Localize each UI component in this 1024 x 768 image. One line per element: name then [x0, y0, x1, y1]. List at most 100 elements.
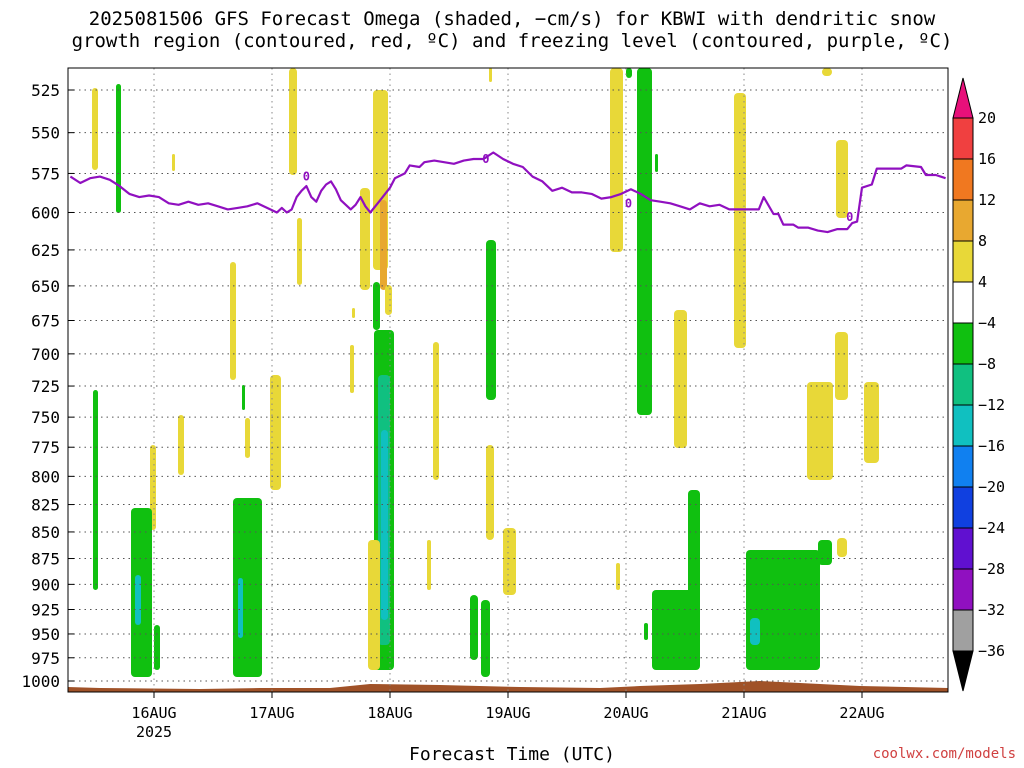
omega-cell: [837, 538, 847, 557]
omega-cell: [836, 140, 848, 218]
colorbar-top-arrow: [952, 77, 974, 119]
contour-label: 0: [482, 152, 489, 166]
y-tick-label: 575: [31, 164, 60, 183]
y-tick-label: 900: [31, 575, 60, 594]
colorbar-segment: [952, 322, 974, 365]
omega-cell: [503, 528, 516, 595]
omega-cell: [93, 390, 98, 590]
x-axis-label: Forecast Time (UTC): [409, 744, 615, 765]
omega-cell: [481, 600, 490, 677]
omega-cell: [154, 625, 160, 670]
omega-cell: [688, 490, 700, 612]
colorbar-segment: [952, 281, 974, 324]
omega-cell: [381, 430, 388, 620]
colorbar-tick-label: 12: [978, 191, 996, 209]
omega-cell: [486, 445, 494, 540]
y-tick-label: 750: [31, 408, 60, 427]
omega-cell: [652, 590, 700, 670]
colorbar-segment: [952, 527, 974, 570]
omega-cell: [297, 218, 302, 285]
y-tick-label: 525: [31, 81, 60, 100]
omega-cell: [489, 68, 492, 82]
omega-cell: [674, 310, 687, 448]
colorbar-segment: [952, 158, 974, 201]
omega-cell: [807, 382, 833, 480]
colorbar-tick-label: −4: [978, 314, 996, 332]
omega-cell: [746, 550, 820, 670]
omega-cell: [486, 240, 496, 400]
omega-cell: [270, 375, 281, 490]
omega-cell: [864, 382, 879, 463]
y-tick-label: 825: [31, 496, 60, 515]
colorbar-tick-label: 16: [978, 150, 996, 168]
x-tick-year: 2025: [136, 723, 172, 741]
omega-cell: [470, 595, 478, 660]
omega-cell: [750, 618, 760, 645]
omega-cell: [373, 282, 380, 330]
omega-cell: [822, 68, 832, 76]
y-tick-label: 1000: [21, 672, 60, 691]
y-tick-label: 950: [31, 625, 60, 644]
x-tick-label: 22AUG: [839, 704, 884, 722]
colorbar-tick-label: −20: [978, 478, 1005, 496]
x-tick-label: 18AUG: [367, 704, 412, 722]
x-tick-label: 16AUG: [131, 704, 176, 722]
y-tick-label: 875: [31, 550, 60, 569]
contour-label: 0: [303, 170, 310, 184]
y-tick-label: 800: [31, 467, 60, 486]
x-tick-label: 20AUG: [603, 704, 648, 722]
omega-cell: [360, 188, 370, 290]
colorbar-segment: [952, 609, 974, 652]
contour-label: 0: [846, 210, 853, 224]
x-tick-label: 17AUG: [249, 704, 294, 722]
contour-label: 0: [625, 196, 632, 210]
colorbar-tick-label: 8: [978, 232, 987, 250]
colorbar: 20 16 12 8 4 −4 −8 −12 −16 −20 −24 −28 −32 −36: [952, 77, 1005, 692]
omega-cell: [610, 68, 623, 252]
omega-cell: [238, 578, 243, 638]
y-tick-label: 550: [31, 124, 60, 143]
colorbar-tick-label: −24: [978, 519, 1005, 537]
y-tick-label: 775: [31, 438, 60, 457]
colorbar-segment: [952, 568, 974, 611]
y-tick-label: 725: [31, 377, 60, 396]
y-axis-ticks: 525 550 575 600 625 650 675 700 725 750 775 800 825 8…: [21, 81, 74, 691]
colorbar-segment: [952, 486, 974, 529]
colorbar-segment: [952, 117, 974, 160]
omega-cell: [352, 308, 355, 318]
colorbar-segment: [952, 199, 974, 242]
omega-cell: [734, 93, 746, 348]
omega-cell: [350, 345, 354, 393]
omega-cell: [368, 540, 380, 670]
colorbar-tick-label: −32: [978, 601, 1005, 619]
colorbar-tick-label: −36: [978, 642, 1005, 660]
omega-cell: [233, 498, 262, 677]
y-tick-label: 975: [31, 649, 60, 668]
omega-cell: [135, 575, 141, 625]
colorbar-tick-label: −12: [978, 396, 1005, 414]
omega-cell: [644, 623, 648, 640]
y-tick-label: 700: [31, 345, 60, 364]
omega-cell: [380, 200, 387, 290]
colorbar-bottom-arrow: [952, 650, 974, 692]
omega-cell: [172, 154, 175, 171]
omega-cell: [289, 68, 297, 175]
y-tick-label: 850: [31, 523, 60, 542]
colorbar-segment: [952, 445, 974, 488]
omega-cell: [637, 68, 652, 415]
colorbar-tick-label: 20: [978, 109, 996, 127]
omega-cell: [427, 540, 431, 590]
omega-cell: [116, 84, 121, 213]
freezing-level-line: [69, 151, 946, 234]
colorbar-tick-label: −28: [978, 560, 1005, 578]
colorbar-segment: [952, 404, 974, 447]
omega-cell: [92, 88, 98, 170]
y-tick-label: 600: [31, 203, 60, 222]
y-tick-label: 625: [31, 241, 60, 260]
chart-title: 2025081506 GFS Forecast Omega (shaded, −…: [71, 8, 953, 52]
omega-cell: [178, 415, 184, 475]
omega-cell: [835, 332, 848, 400]
colorbar-tick-label: 4: [978, 273, 987, 291]
